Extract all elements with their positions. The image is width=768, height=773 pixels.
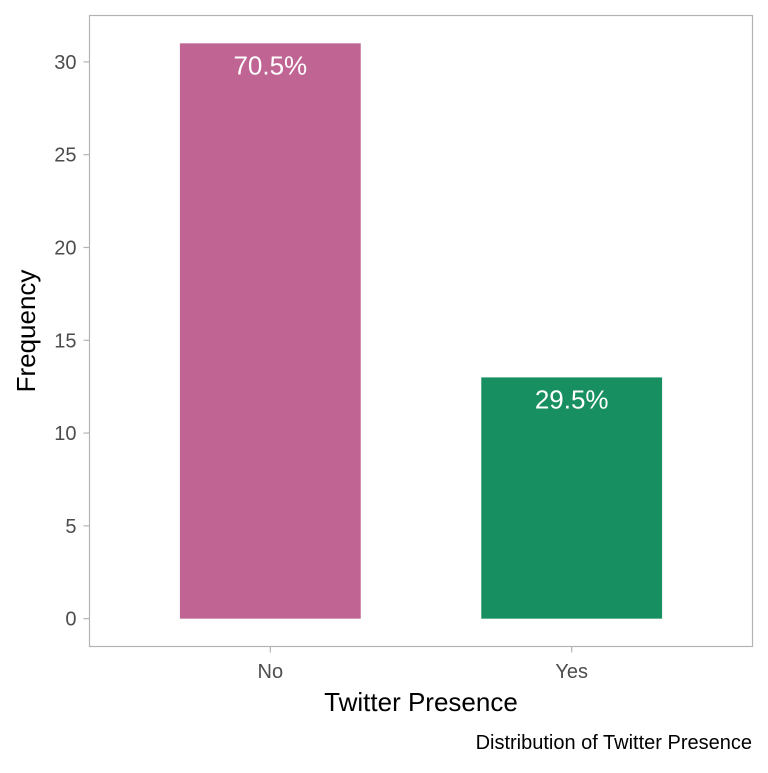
y-tick-label: 25	[54, 145, 76, 167]
chart-caption: Distribution of Twitter Presence	[476, 732, 752, 754]
y-axis-title: Frequency	[11, 270, 41, 393]
y-tick-label: 10	[54, 423, 76, 445]
bar-yes	[481, 377, 663, 619]
y-tick-label: 5	[65, 516, 76, 538]
y-tick-label: 0	[65, 609, 76, 631]
y-tick-label: 30	[54, 52, 76, 74]
x-axis-title: Twitter Presence	[324, 687, 518, 717]
x-tick-label: No	[258, 661, 284, 683]
bar-value-label: 70.5%	[233, 50, 307, 80]
bar-value-label: 29.5%	[535, 384, 609, 414]
y-axis: 0 5 10 15 20 25 30	[54, 52, 90, 631]
bar-label-group: 70.5% 29.5%	[233, 50, 608, 414]
x-axis: No Yes	[258, 646, 588, 683]
bar-group	[179, 43, 663, 619]
bar-no	[179, 43, 361, 619]
y-tick-label: 20	[54, 237, 76, 259]
y-tick-label: 15	[54, 330, 76, 352]
x-tick-label: Yes	[555, 661, 588, 683]
